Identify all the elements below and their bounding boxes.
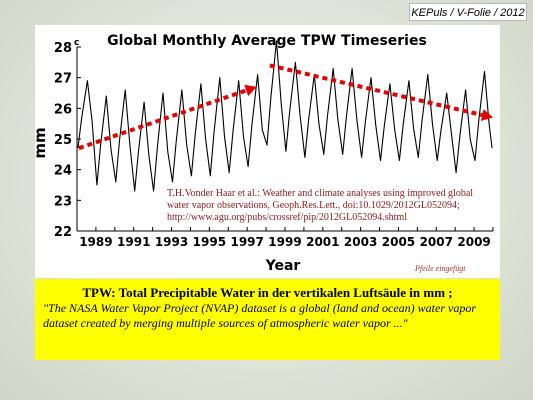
x-tick-label: 1993 bbox=[155, 235, 188, 249]
trend-arrow-head bbox=[244, 84, 257, 97]
arrows-added-note: Pfeile eingefügt bbox=[415, 264, 466, 273]
citation-text: T.H.Vonder Haar et al.: Weather and clim… bbox=[167, 188, 497, 224]
y-tick-label: 25 bbox=[54, 133, 72, 148]
slide-source-tag: KEPuls / V-Folie / 2012 bbox=[409, 3, 527, 21]
y-tick-label: 23 bbox=[54, 194, 72, 209]
chart-title: Global Monthly Average TPW Timeseries bbox=[107, 33, 427, 49]
trend-arrow-shaft bbox=[269, 63, 483, 117]
y-tick-label: 26 bbox=[54, 102, 72, 117]
trend-arrow-shaft bbox=[78, 88, 247, 151]
citation-line: http://www.agu.org/pubs/crossref/pip/201… bbox=[167, 212, 407, 223]
y-tick-label: 24 bbox=[54, 164, 72, 179]
unit-label: c bbox=[74, 38, 79, 48]
trend-arrows-layer bbox=[78, 63, 493, 151]
tpw-info-box: TPW: Total Precipitable Water in der ver… bbox=[35, 279, 500, 360]
tpw-chart: Global Monthly Average TPW Timeseries c … bbox=[35, 33, 494, 274]
tpw-chart-panel: Global Monthly Average TPW Timeseries c … bbox=[35, 25, 500, 278]
x-axis-label: Year bbox=[265, 258, 301, 274]
x-tick-label: 2007 bbox=[420, 235, 453, 249]
y-tick-label: 28 bbox=[54, 41, 72, 56]
tpw-series-line bbox=[77, 40, 493, 192]
x-tick-label: 1991 bbox=[117, 235, 150, 249]
x-tick-label: 1995 bbox=[193, 235, 226, 249]
citation-line: water vapor observations, Geoph.Res.Lett… bbox=[167, 200, 460, 211]
y-axis-label: mm bbox=[35, 127, 49, 158]
info-heading: TPW: Total Precipitable Water in der ver… bbox=[82, 285, 453, 300]
citation-line: T.H.Vonder Haar et al.: Weather and clim… bbox=[167, 188, 474, 199]
series-layer bbox=[77, 40, 493, 192]
nvap-quote: "The NASA Water Vapor Project (NVAP) dat… bbox=[43, 301, 476, 330]
x-tick-label: 2009 bbox=[457, 235, 490, 249]
x-tick-label: 2001 bbox=[306, 235, 339, 249]
y-tick-label: 27 bbox=[54, 72, 72, 87]
x-tick-label: 1989 bbox=[79, 235, 112, 249]
x-tick-label: 1997 bbox=[230, 235, 263, 249]
y-tick-label: 22 bbox=[54, 225, 72, 240]
x-tick-label: 2005 bbox=[382, 235, 415, 249]
x-tick-label: 1999 bbox=[268, 235, 301, 249]
trend-arrow-head bbox=[480, 109, 493, 121]
axes-layer: 22 23 24 25 26 27 28 1989 1991 1993 1995 1997 1999 20… bbox=[54, 41, 494, 249]
x-tick-label: 2003 bbox=[344, 235, 377, 249]
